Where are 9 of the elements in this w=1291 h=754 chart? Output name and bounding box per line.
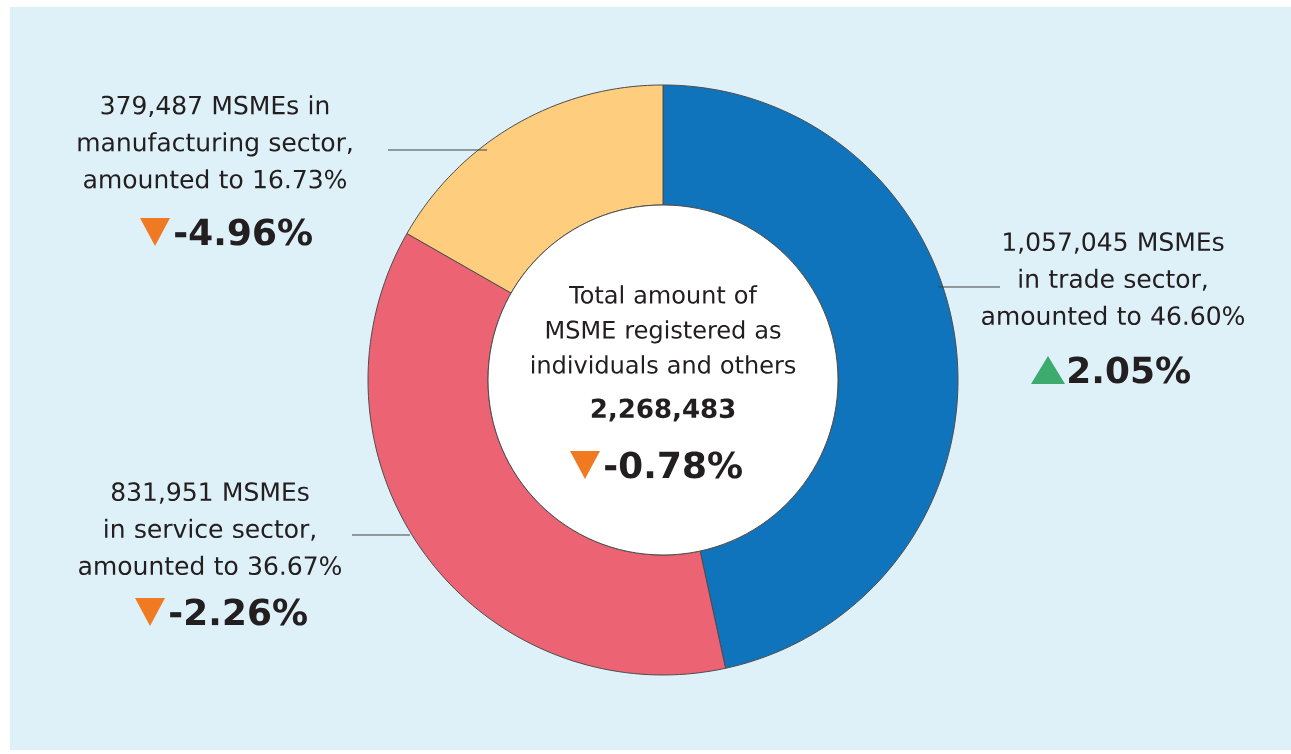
text: 2,268,483 xyxy=(591,398,735,422)
slice-label: 831,951 MSMEs in service sector, amounted to 36.67% xyxy=(79,482,342,576)
text: Total amount of MSME registered as individuals and others xyxy=(531,285,796,374)
text: -0.78% xyxy=(605,451,742,479)
text: 2.05% xyxy=(1069,356,1190,384)
slice-label: 1,057,045 MSMEs in trade sector, amounted to 46.60% xyxy=(982,232,1245,326)
text: -2.26% xyxy=(170,598,307,626)
text: -4.96% xyxy=(175,218,312,246)
legend-label: 379,487 MSMEs in manufacturing sector, amounted to 16.73% xyxy=(78,95,352,189)
